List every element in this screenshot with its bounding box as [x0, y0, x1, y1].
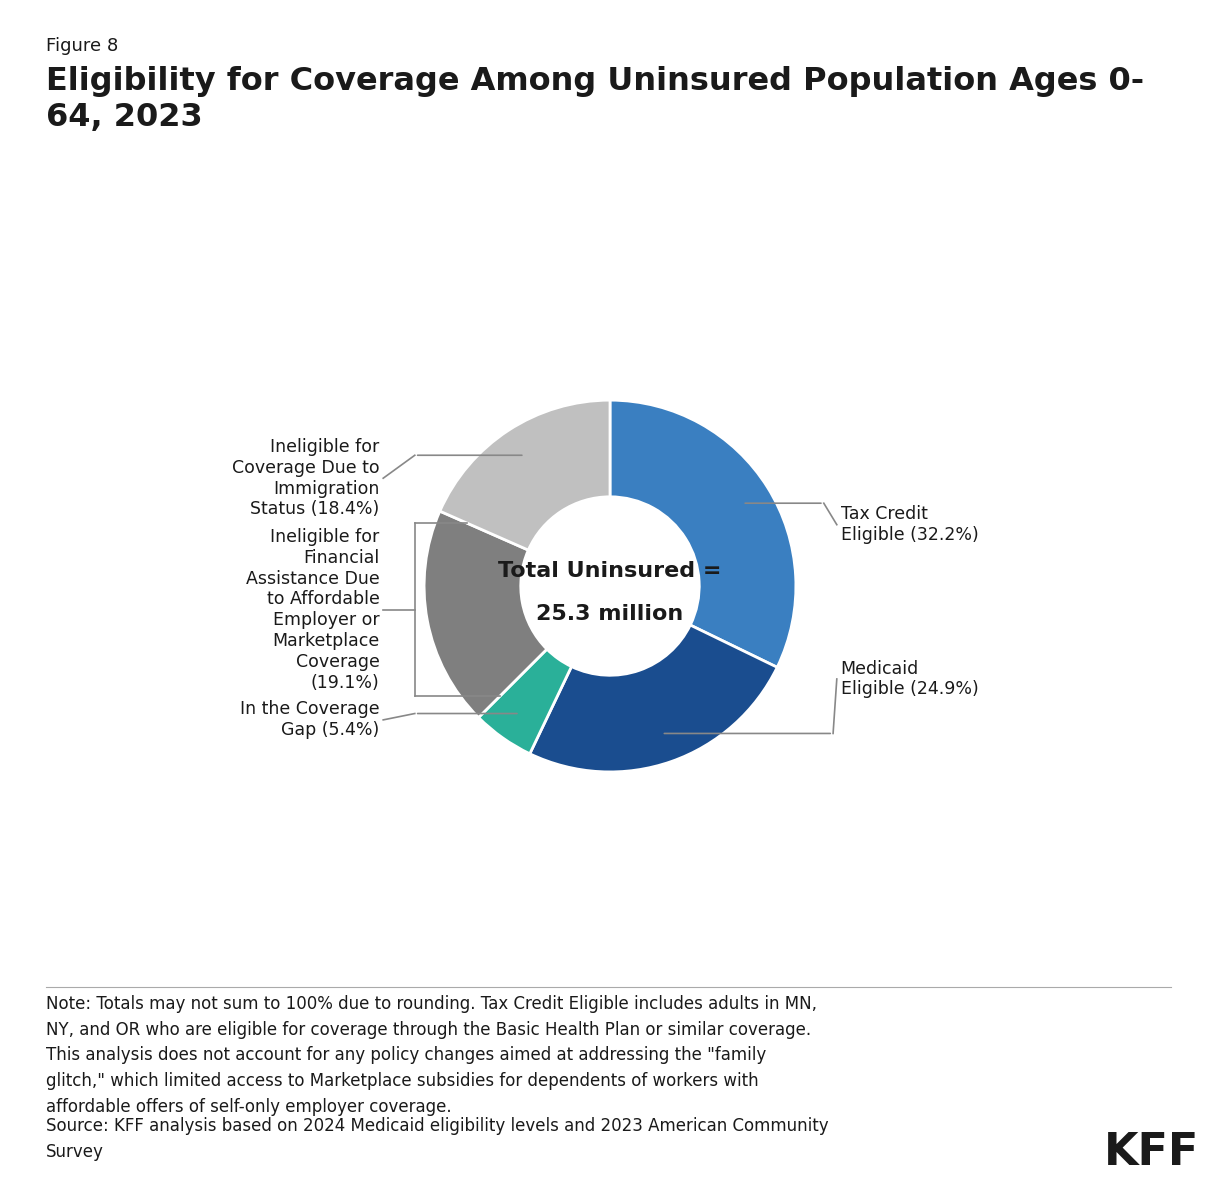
Wedge shape [529, 626, 777, 771]
Wedge shape [440, 401, 610, 550]
Text: 25.3 million: 25.3 million [537, 604, 683, 624]
Text: KFF: KFF [1104, 1131, 1199, 1174]
Text: Ineligible for
Financial
Assistance Due
to Affordable
Employer or
Marketplace
Co: Ineligible for Financial Assistance Due … [245, 527, 379, 691]
Text: Ineligible for
Coverage Due to
Immigration
Status (18.4%): Ineligible for Coverage Due to Immigrati… [232, 438, 379, 518]
Wedge shape [478, 649, 571, 753]
Text: Source: KFF analysis based on 2024 Medicaid eligibility levels and 2023 American: Source: KFF analysis based on 2024 Medic… [46, 1117, 828, 1161]
Wedge shape [610, 401, 795, 667]
Text: Note: Totals may not sum to 100% due to rounding. Tax Credit Eligible includes a: Note: Totals may not sum to 100% due to … [46, 995, 817, 1116]
Text: Medicaid
Eligible (24.9%): Medicaid Eligible (24.9%) [841, 659, 978, 698]
Text: Eligibility for Coverage Among Uninsured Population Ages 0-
64, 2023: Eligibility for Coverage Among Uninsured… [46, 66, 1144, 133]
Wedge shape [425, 511, 547, 718]
Text: Figure 8: Figure 8 [46, 37, 118, 55]
Text: Tax Credit
Eligible (32.2%): Tax Credit Eligible (32.2%) [841, 505, 978, 544]
Text: In the Coverage
Gap (5.4%): In the Coverage Gap (5.4%) [240, 701, 379, 739]
Text: Total Uninsured =: Total Uninsured = [498, 561, 722, 581]
